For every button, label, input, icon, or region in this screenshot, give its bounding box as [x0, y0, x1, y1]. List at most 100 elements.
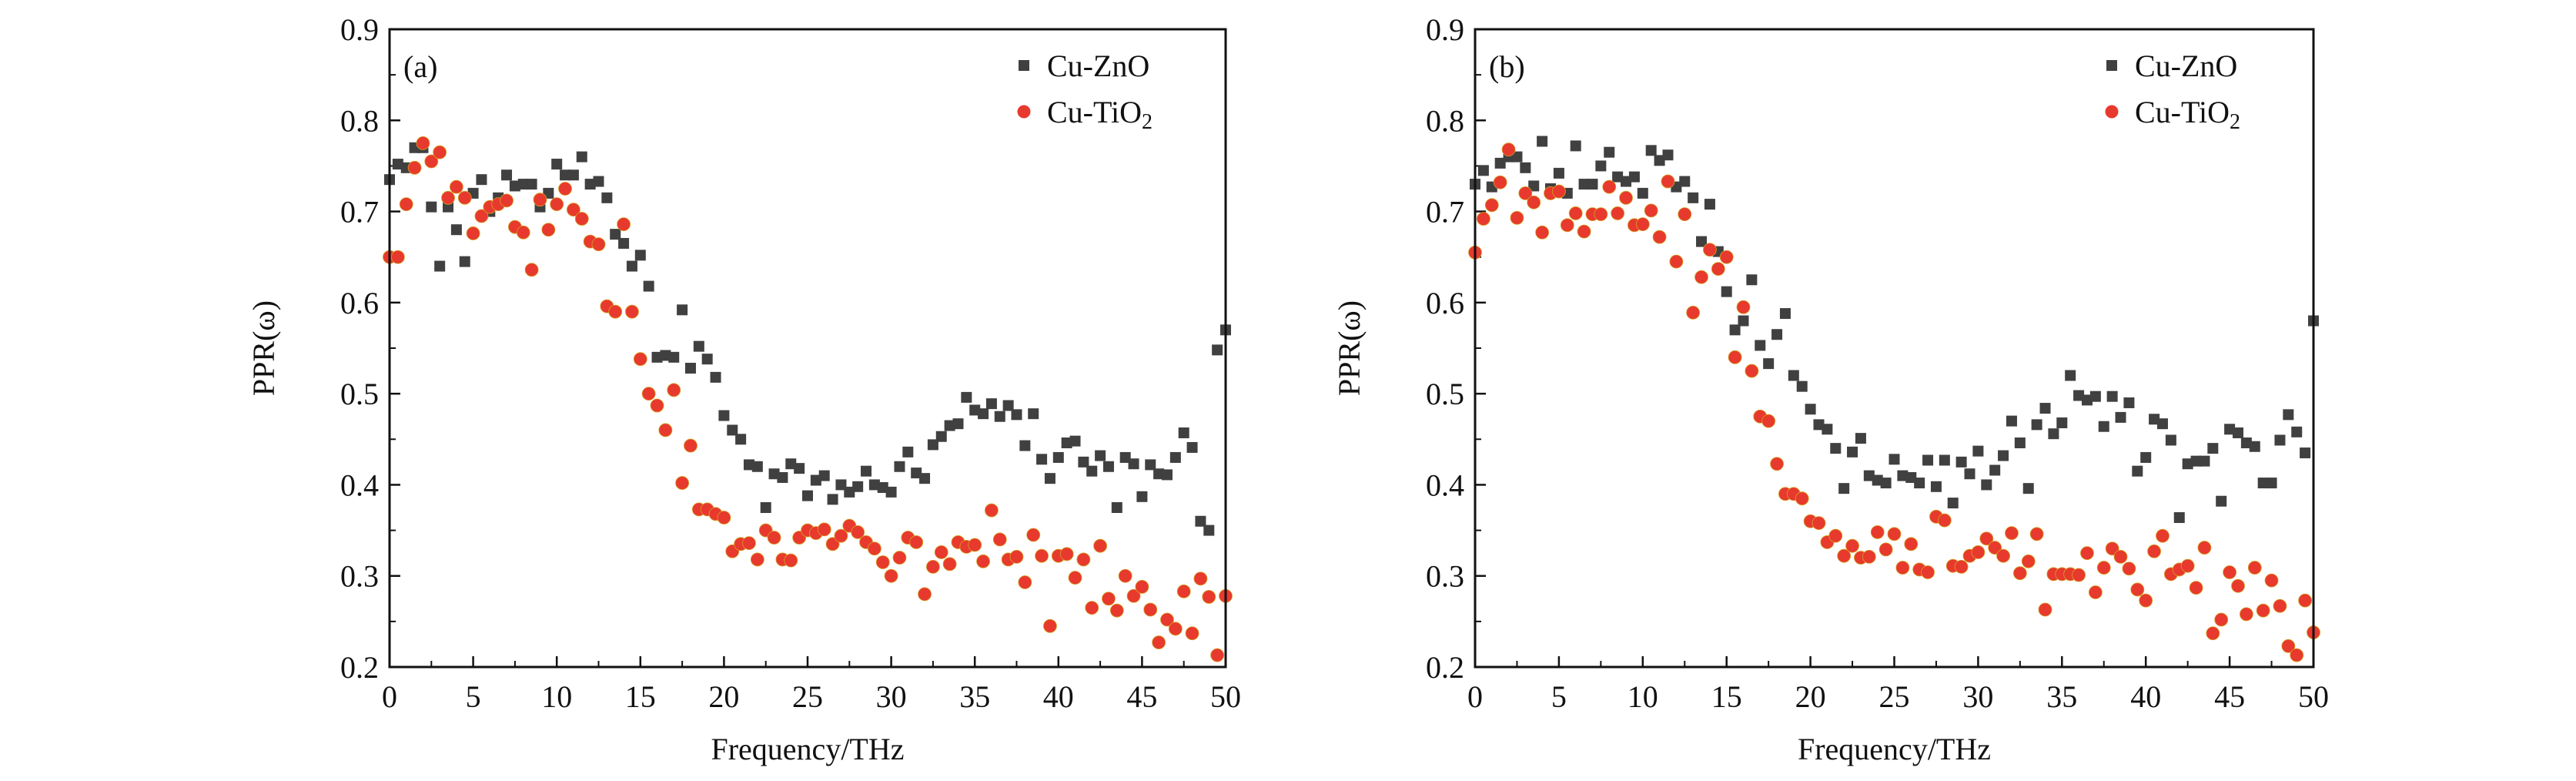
data-point-circle [441, 190, 455, 205]
data-point-circle [750, 552, 764, 567]
data-point-square [1621, 176, 1632, 187]
data-point-square [2056, 417, 2068, 428]
data-point-circle [1059, 547, 1074, 561]
series-cu-tio2 [383, 136, 1233, 662]
data-point-circle [1210, 648, 1225, 662]
data-point-circle [2239, 607, 2253, 622]
data-point-square [1537, 136, 1548, 147]
data-point-circle [2290, 648, 2304, 662]
x-tick-label: 50 [2298, 679, 2329, 714]
data-point-square [2132, 465, 2143, 477]
x-tick-label: 25 [1879, 679, 1910, 714]
data-point-circle [1711, 262, 1725, 276]
chart-panel: 0 5 10 15 20 25 30 35 40 45 50 0.2 0.3 0.4 0.5 0.6 0.7 0.… [1332, 12, 2329, 766]
data-point-square [426, 201, 437, 213]
data-point-circle [2231, 578, 2245, 593]
data-point-circle [1979, 531, 1994, 546]
data-point-square [768, 468, 780, 480]
data-point-circle [1770, 457, 1784, 471]
y-tick-label: 0.5 [340, 377, 379, 411]
data-point-circle [1878, 542, 1893, 557]
data-point-circle [976, 554, 990, 568]
data-point-square [1578, 179, 1590, 190]
data-point-square [1052, 451, 1064, 463]
data-point-circle [675, 476, 689, 490]
data-point-square [835, 479, 847, 491]
data-point-square [911, 468, 922, 479]
data-point-square [1612, 171, 1624, 183]
data-point-square [1679, 176, 1691, 187]
data-point-square [1119, 451, 1131, 463]
data-point-circle [1644, 203, 1658, 218]
data-point-circle [1669, 254, 1684, 269]
data-point-square [501, 169, 513, 181]
data-point-square [927, 439, 938, 451]
data-point-square [567, 169, 579, 181]
data-point-square [1028, 408, 1039, 420]
legend-label: Cu-TiO2 [1047, 95, 1153, 134]
data-point-circle [1719, 250, 1734, 264]
data-point-circle [1501, 142, 1516, 157]
data-point-circle [2298, 593, 2313, 608]
data-point-square [517, 179, 529, 190]
data-point-circle [1527, 195, 1541, 209]
data-point-circle [2281, 639, 2296, 653]
data-point-square [668, 351, 680, 363]
data-point-square [1111, 502, 1122, 513]
data-point-circle [2038, 602, 2052, 617]
y-tick-label: 0.9 [340, 12, 379, 47]
data-point-circle [2021, 554, 2036, 568]
data-point-circle [449, 179, 463, 194]
data-point-circle [926, 559, 940, 574]
data-point-circle [1602, 179, 1617, 194]
data-point-square [2014, 437, 2026, 449]
data-point-square [885, 486, 897, 498]
data-point-square [1905, 471, 1917, 483]
x-tick-label: 30 [1962, 679, 1993, 714]
data-point-square [1604, 146, 1615, 158]
data-point-circle [424, 154, 439, 169]
panel-label: (a) [403, 49, 437, 84]
data-point-square [2224, 424, 2236, 435]
data-point-circle [516, 225, 530, 240]
data-point-square [1955, 456, 1967, 468]
data-point-square [1863, 470, 1875, 481]
data-point-square [2039, 403, 2051, 414]
data-point-circle [1652, 230, 1667, 244]
x-tick-label: 45 [2214, 679, 2245, 714]
y-axis-title: PPR(ω) [246, 300, 281, 396]
y-tick-label: 0.4 [340, 468, 379, 502]
data-point-square [1570, 140, 1581, 152]
data-point-circle [1611, 206, 1625, 220]
data-point-square [1872, 474, 1883, 486]
data-point-square [443, 201, 454, 213]
data-point-square [1628, 171, 1640, 183]
data-point-circle [1904, 537, 1919, 551]
legend: Cu-ZnO Cu-TiO2 [2105, 49, 2240, 134]
data-point-square [1553, 167, 1564, 179]
data-point-circle [2214, 612, 2229, 627]
data-point-square [1494, 157, 1506, 169]
data-point-square [1972, 445, 1984, 457]
data-point-square [618, 237, 630, 249]
data-point-square [1044, 473, 1055, 484]
legend: Cu-ZnO Cu-TiO2 [1017, 49, 1153, 134]
data-point-circle [942, 557, 957, 572]
data-point-circle [650, 398, 664, 413]
data-point-square [1128, 458, 1139, 470]
y-tick-label: 0.2 [340, 650, 379, 685]
data-point-circle [1619, 190, 1633, 205]
x-tick-label: 5 [1551, 679, 1567, 714]
data-point-circle [1895, 561, 1910, 575]
data-point-square [861, 465, 872, 477]
data-point-square [459, 256, 470, 267]
data-point-square [450, 224, 462, 236]
panel-label: (b) [1489, 49, 1525, 84]
legend-label: Cu-ZnO [2135, 49, 2237, 83]
data-point-circle [1996, 548, 2010, 563]
data-point-square [777, 471, 788, 483]
data-point-circle [2105, 541, 2119, 556]
data-point-square [902, 446, 914, 458]
data-point-circle [2005, 526, 2019, 541]
